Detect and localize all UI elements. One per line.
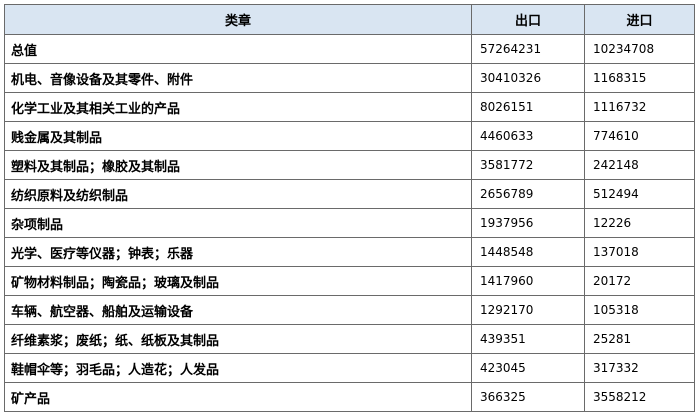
category-cell: 纺织原料及纺织制品 (4, 179, 472, 209)
import-cell: 317332 (584, 353, 695, 383)
category-cell: 机电、音像设备及其零件、附件 (4, 63, 472, 93)
table-header-row: 类章 出口 进口 (4, 4, 695, 35)
import-cell: 12226 (584, 208, 695, 238)
export-cell: 366325 (471, 382, 585, 412)
table-body: 总值 57264231 10234708 机电、音像设备及其零件、附件 3041… (4, 34, 695, 412)
category-cell: 贱金属及其制品 (4, 121, 472, 151)
category-cell: 化学工业及其相关工业的产品 (4, 92, 472, 122)
trade-table: 类章 出口 进口 总值 57264231 10234708 机电、音像设备及其零… (4, 4, 695, 412)
category-cell: 总值 (4, 34, 472, 64)
export-cell: 1937956 (471, 208, 585, 238)
category-cell: 矿产品 (4, 382, 472, 412)
header-export: 出口 (471, 4, 585, 35)
category-cell: 光学、医疗等仪器；钟表；乐器 (4, 237, 472, 267)
import-cell: 105318 (584, 295, 695, 325)
table-row: 矿物材料制品；陶瓷品；玻璃及制品 1417960 20172 (4, 266, 695, 296)
trade-table-container: 类章 出口 进口 总值 57264231 10234708 机电、音像设备及其零… (4, 4, 695, 412)
import-cell: 10234708 (584, 34, 695, 64)
import-cell: 512494 (584, 179, 695, 209)
table-row: 光学、医疗等仪器；钟表；乐器 1448548 137018 (4, 237, 695, 267)
table-row: 机电、音像设备及其零件、附件 30410326 1168315 (4, 63, 695, 93)
table-row: 塑料及其制品；橡胶及其制品 3581772 242148 (4, 150, 695, 180)
export-cell: 1417960 (471, 266, 585, 296)
category-cell: 矿物材料制品；陶瓷品；玻璃及制品 (4, 266, 472, 296)
header-import: 进口 (584, 4, 695, 35)
import-cell: 20172 (584, 266, 695, 296)
table-row: 矿产品 366325 3558212 (4, 382, 695, 412)
import-cell: 1168315 (584, 63, 695, 93)
table-row: 鞋帽伞等；羽毛品；人造花；人发品 423045 317332 (4, 353, 695, 383)
table-row: 车辆、航空器、船舶及运输设备 1292170 105318 (4, 295, 695, 325)
import-cell: 774610 (584, 121, 695, 151)
export-cell: 30410326 (471, 63, 585, 93)
export-cell: 4460633 (471, 121, 585, 151)
table-row: 纤维素浆；废纸；纸、纸板及其制品 439351 25281 (4, 324, 695, 354)
category-cell: 杂项制品 (4, 208, 472, 238)
header-category: 类章 (4, 4, 472, 35)
import-cell: 25281 (584, 324, 695, 354)
table-row: 杂项制品 1937956 12226 (4, 208, 695, 238)
table-row: 化学工业及其相关工业的产品 8026151 1116732 (4, 92, 695, 122)
export-cell: 1292170 (471, 295, 585, 325)
table-row: 纺织原料及纺织制品 2656789 512494 (4, 179, 695, 209)
import-cell: 137018 (584, 237, 695, 267)
import-cell: 1116732 (584, 92, 695, 122)
export-cell: 57264231 (471, 34, 585, 64)
export-cell: 8026151 (471, 92, 585, 122)
export-cell: 423045 (471, 353, 585, 383)
import-cell: 3558212 (584, 382, 695, 412)
export-cell: 3581772 (471, 150, 585, 180)
export-cell: 2656789 (471, 179, 585, 209)
category-cell: 鞋帽伞等；羽毛品；人造花；人发品 (4, 353, 472, 383)
category-cell: 车辆、航空器、船舶及运输设备 (4, 295, 472, 325)
export-cell: 1448548 (471, 237, 585, 267)
table-row: 贱金属及其制品 4460633 774610 (4, 121, 695, 151)
import-cell: 242148 (584, 150, 695, 180)
table-row: 总值 57264231 10234708 (4, 34, 695, 64)
category-cell: 纤维素浆；废纸；纸、纸板及其制品 (4, 324, 472, 354)
category-cell: 塑料及其制品；橡胶及其制品 (4, 150, 472, 180)
export-cell: 439351 (471, 324, 585, 354)
